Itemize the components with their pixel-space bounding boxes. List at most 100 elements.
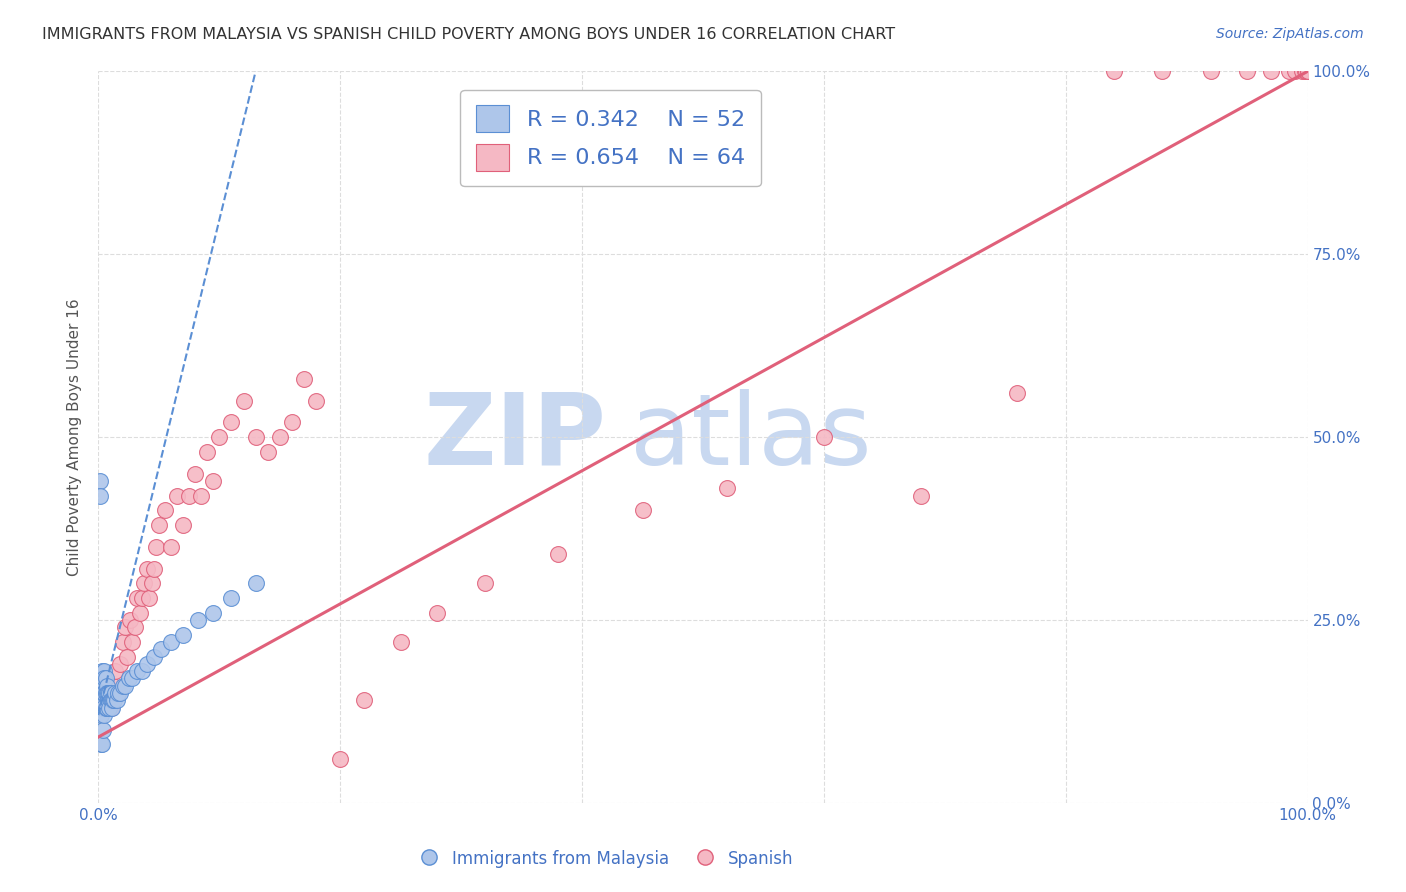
- Point: [305, 393, 328, 408]
- Point: [1260, 64, 1282, 78]
- Point: [134, 576, 156, 591]
- Point: [103, 693, 125, 707]
- Point: [90, 708, 112, 723]
- Point: [329, 752, 352, 766]
- Point: [97, 693, 120, 707]
- Point: [813, 430, 835, 444]
- Point: [208, 430, 231, 444]
- Point: [232, 393, 254, 408]
- Point: [426, 606, 449, 620]
- Point: [111, 635, 134, 649]
- Point: [111, 679, 134, 693]
- Point: [97, 693, 120, 707]
- Point: [135, 562, 157, 576]
- Point: [269, 430, 291, 444]
- Point: [1278, 64, 1301, 78]
- Point: [1236, 64, 1258, 78]
- Point: [190, 489, 212, 503]
- Point: [94, 686, 117, 700]
- Point: [100, 693, 122, 707]
- Point: [131, 664, 153, 678]
- Point: [1284, 64, 1306, 78]
- Point: [118, 672, 141, 686]
- Point: [1291, 64, 1313, 78]
- Point: [104, 664, 127, 678]
- Point: [547, 547, 569, 561]
- Point: [91, 693, 114, 707]
- Legend: Immigrants from Malaysia, Spanish: Immigrants from Malaysia, Spanish: [412, 844, 800, 875]
- Point: [128, 606, 150, 620]
- Point: [221, 591, 243, 605]
- Point: [135, 657, 157, 671]
- Point: [114, 620, 136, 634]
- Point: [91, 737, 114, 751]
- Text: ZIP: ZIP: [423, 389, 606, 485]
- Point: [121, 672, 143, 686]
- Point: [91, 686, 114, 700]
- Point: [179, 489, 201, 503]
- Point: [160, 635, 183, 649]
- Point: [98, 686, 121, 700]
- Point: [172, 517, 194, 532]
- Point: [187, 613, 209, 627]
- Point: [474, 576, 496, 591]
- Point: [100, 700, 122, 714]
- Point: [389, 635, 412, 649]
- Point: [353, 693, 375, 707]
- Point: [101, 679, 124, 693]
- Point: [1296, 64, 1319, 78]
- Point: [131, 591, 153, 605]
- Point: [104, 686, 127, 700]
- Point: [138, 591, 160, 605]
- Point: [96, 700, 118, 714]
- Point: [127, 664, 149, 678]
- Point: [1294, 64, 1316, 78]
- Point: [94, 693, 117, 707]
- Point: [93, 664, 115, 678]
- Point: [100, 686, 122, 700]
- Text: IMMIGRANTS FROM MALAYSIA VS SPANISH CHILD POVERTY AMONG BOYS UNDER 16 CORRELATIO: IMMIGRANTS FROM MALAYSIA VS SPANISH CHIL…: [42, 27, 896, 42]
- Point: [292, 371, 315, 385]
- Point: [91, 700, 114, 714]
- Point: [107, 686, 129, 700]
- Point: [90, 693, 112, 707]
- Point: [141, 576, 163, 591]
- Point: [145, 540, 167, 554]
- Point: [89, 489, 111, 503]
- Point: [1199, 64, 1222, 78]
- Point: [96, 679, 118, 693]
- Point: [107, 686, 129, 700]
- Point: [100, 700, 122, 714]
- Point: [221, 416, 243, 430]
- Text: Source: ZipAtlas.com: Source: ZipAtlas.com: [1216, 27, 1364, 41]
- Point: [127, 591, 149, 605]
- Point: [91, 679, 114, 693]
- Point: [91, 723, 114, 737]
- Point: [93, 672, 115, 686]
- Point: [96, 686, 118, 700]
- Point: [256, 444, 278, 458]
- Point: [910, 489, 932, 503]
- Point: [124, 620, 146, 634]
- Point: [281, 416, 304, 430]
- Point: [117, 649, 139, 664]
- Point: [1295, 64, 1317, 78]
- Point: [716, 481, 738, 495]
- Point: [143, 562, 166, 576]
- Point: [245, 430, 267, 444]
- Point: [1296, 64, 1319, 78]
- Point: [150, 642, 173, 657]
- Point: [172, 627, 194, 641]
- Point: [100, 693, 122, 707]
- Point: [91, 679, 114, 693]
- Point: [90, 737, 112, 751]
- Point: [118, 613, 141, 627]
- Y-axis label: Child Poverty Among Boys Under 16: Child Poverty Among Boys Under 16: [67, 298, 83, 576]
- Point: [166, 489, 188, 503]
- Point: [202, 606, 225, 620]
- Point: [101, 693, 124, 707]
- Point: [94, 700, 117, 714]
- Point: [245, 576, 267, 591]
- Point: [93, 708, 115, 723]
- Point: [153, 503, 176, 517]
